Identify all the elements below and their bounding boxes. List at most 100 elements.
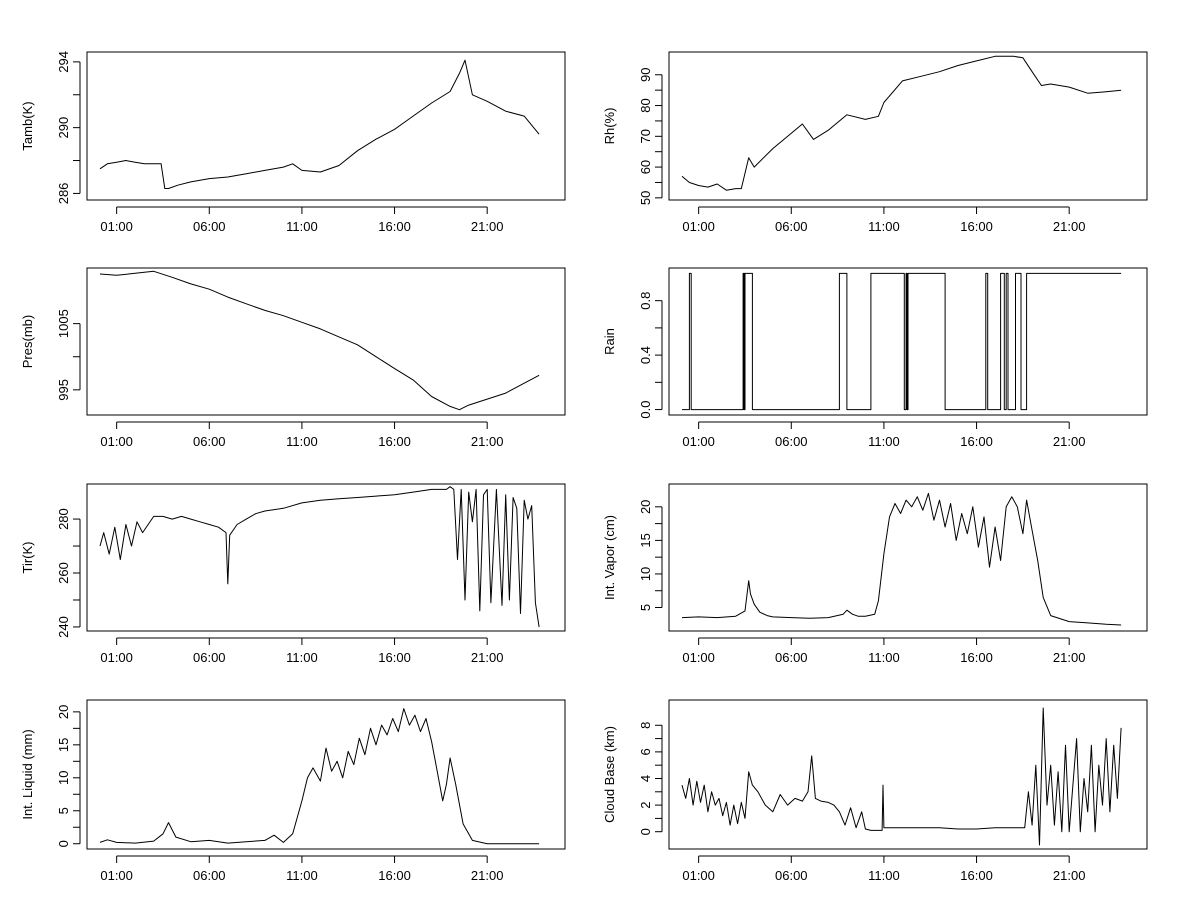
y-tick-label: 290 [56, 117, 71, 139]
y-tick-label: 286 [56, 183, 71, 205]
x-tick-label: 16:00 [960, 434, 993, 449]
x-tick-label: 11:00 [868, 868, 900, 883]
series-line [99, 59, 540, 189]
x-tick-label: 06:00 [193, 219, 226, 234]
x-tick-label: 16:00 [960, 868, 993, 883]
x-tick-label: 11:00 [868, 219, 900, 234]
panel-3: 01:00 06:00 11:00 16:00 21:00 995 1005 Pres(mb) [20, 267, 566, 449]
x-tick-label: 16:00 [960, 650, 993, 665]
series-line [681, 55, 1122, 191]
y-tick-label: 294 [56, 51, 71, 73]
x-tick-label: 01:00 [682, 868, 715, 883]
y-tick-label: 70 [638, 129, 653, 143]
x-tick-label: 16:00 [378, 650, 411, 665]
y-tick-label: 10 [56, 771, 71, 785]
panel-4: 01:00 06:00 11:00 16:00 21:00 0.0 0.4 0.8 Rain [602, 267, 1148, 449]
y-tick-label: 90 [638, 68, 653, 82]
x-tick-label: 01:00 [100, 434, 133, 449]
panel-2: 01:00 06:00 11:00 16:00 21:00 50 60 70 80 90 Rh(%) [602, 51, 1148, 234]
x-tick-label: 11:00 [868, 650, 900, 665]
y-tick-label: 2 [638, 801, 653, 808]
x-tick-label: 01:00 [682, 219, 715, 234]
y-tick-label: 5 [56, 807, 71, 814]
y-tick-label: 1005 [56, 309, 71, 338]
x-tick-label: 11:00 [286, 650, 318, 665]
y-tick-label: 15 [638, 533, 653, 547]
panel-6: 01:00 06:00 11:00 16:00 21:00 5 10 15 20 Int. Vap… [602, 483, 1148, 665]
x-tick-label: 16:00 [378, 868, 411, 883]
series-line [99, 486, 540, 628]
x-tick-label: 21:00 [471, 868, 504, 883]
y-tick-label: 0.0 [638, 401, 653, 419]
y-tick-label: 0 [638, 828, 653, 835]
y-tick-label: 60 [638, 160, 653, 174]
series-line [682, 272, 1122, 411]
y-tick-label: 995 [56, 379, 71, 401]
y-axis-label: Int. Vapor (cm) [602, 515, 617, 600]
x-tick-label: 11:00 [286, 219, 318, 234]
y-tick-label: 0 [56, 840, 71, 847]
y-tick-label: 15 [56, 738, 71, 752]
x-tick-label: 16:00 [378, 434, 411, 449]
x-tick-label: 11:00 [286, 434, 318, 449]
plot-frame [86, 483, 566, 632]
plot-frame [668, 699, 1148, 850]
y-axis-label: Cloud Base (km) [602, 726, 617, 823]
plot-frame [668, 51, 1148, 201]
x-tick-label: 21:00 [1053, 868, 1086, 883]
x-tick-label: 16:00 [960, 219, 993, 234]
x-tick-label: 21:00 [1053, 434, 1086, 449]
plot-frame [668, 483, 1148, 632]
series-line [99, 270, 540, 411]
series-line [681, 492, 1122, 626]
y-axis-label: Rh(%) [602, 108, 617, 145]
x-tick-label: 01:00 [100, 219, 133, 234]
panel-7: 01:00 06:00 11:00 16:00 21:00 0 5 10 15 20 Int. Li… [20, 699, 566, 883]
y-tick-label: 5 [638, 604, 653, 611]
y-tick-label: 20 [638, 500, 653, 514]
x-tick-label: 06:00 [193, 434, 226, 449]
panel-5: 01:00 06:00 11:00 16:00 21:00 240 260 280 Tir(K) [20, 483, 566, 665]
y-axis-label: Tir(K) [20, 541, 35, 573]
x-tick-label: 21:00 [471, 219, 504, 234]
x-tick-label: 11:00 [286, 868, 318, 883]
y-tick-label: 8 [638, 722, 653, 729]
y-tick-label: 0.8 [638, 292, 653, 310]
plot-frame [668, 267, 1148, 416]
x-tick-label: 01:00 [682, 434, 715, 449]
plot-frame [86, 267, 566, 416]
y-tick-label: 6 [638, 748, 653, 755]
y-tick-label: 280 [56, 508, 71, 530]
x-tick-label: 06:00 [775, 434, 808, 449]
plot-frame [86, 51, 566, 201]
x-tick-label: 06:00 [775, 219, 808, 234]
x-tick-label: 06:00 [775, 650, 808, 665]
panel-8: 01:00 06:00 11:00 16:00 21:00 0 2 4 6 8 Cloud Base… [602, 699, 1148, 883]
y-axis-label: Rain [602, 328, 617, 355]
panel-1: 01:00 06:00 11:00 16:00 21:00 286 290 294 Tamb(K… [20, 51, 566, 234]
x-tick-label: 01:00 [100, 650, 133, 665]
x-tick-label: 21:00 [471, 434, 504, 449]
x-tick-label: 01:00 [682, 650, 715, 665]
y-tick-label: 20 [56, 705, 71, 719]
x-tick-label: 21:00 [1053, 219, 1086, 234]
y-tick-label: 0.4 [638, 346, 653, 364]
y-tick-label: 260 [56, 562, 71, 584]
x-tick-label: 06:00 [193, 868, 226, 883]
plot-frame [86, 699, 566, 850]
x-tick-label: 01:00 [100, 868, 133, 883]
x-tick-label: 16:00 [378, 219, 411, 234]
y-tick-label: 80 [638, 98, 653, 112]
y-tick-label: 240 [56, 616, 71, 638]
y-tick-label: 50 [638, 191, 653, 205]
y-tick-label: 10 [638, 567, 653, 581]
series-line [99, 708, 540, 845]
x-tick-label: 06:00 [193, 650, 226, 665]
y-axis-label: Tamb(K) [20, 101, 35, 150]
series-line [681, 707, 1122, 846]
x-tick-label: 21:00 [1053, 650, 1086, 665]
x-tick-label: 06:00 [775, 868, 808, 883]
x-tick-label: 11:00 [868, 434, 900, 449]
y-axis-label: Int. Liquid (mm) [20, 729, 35, 819]
